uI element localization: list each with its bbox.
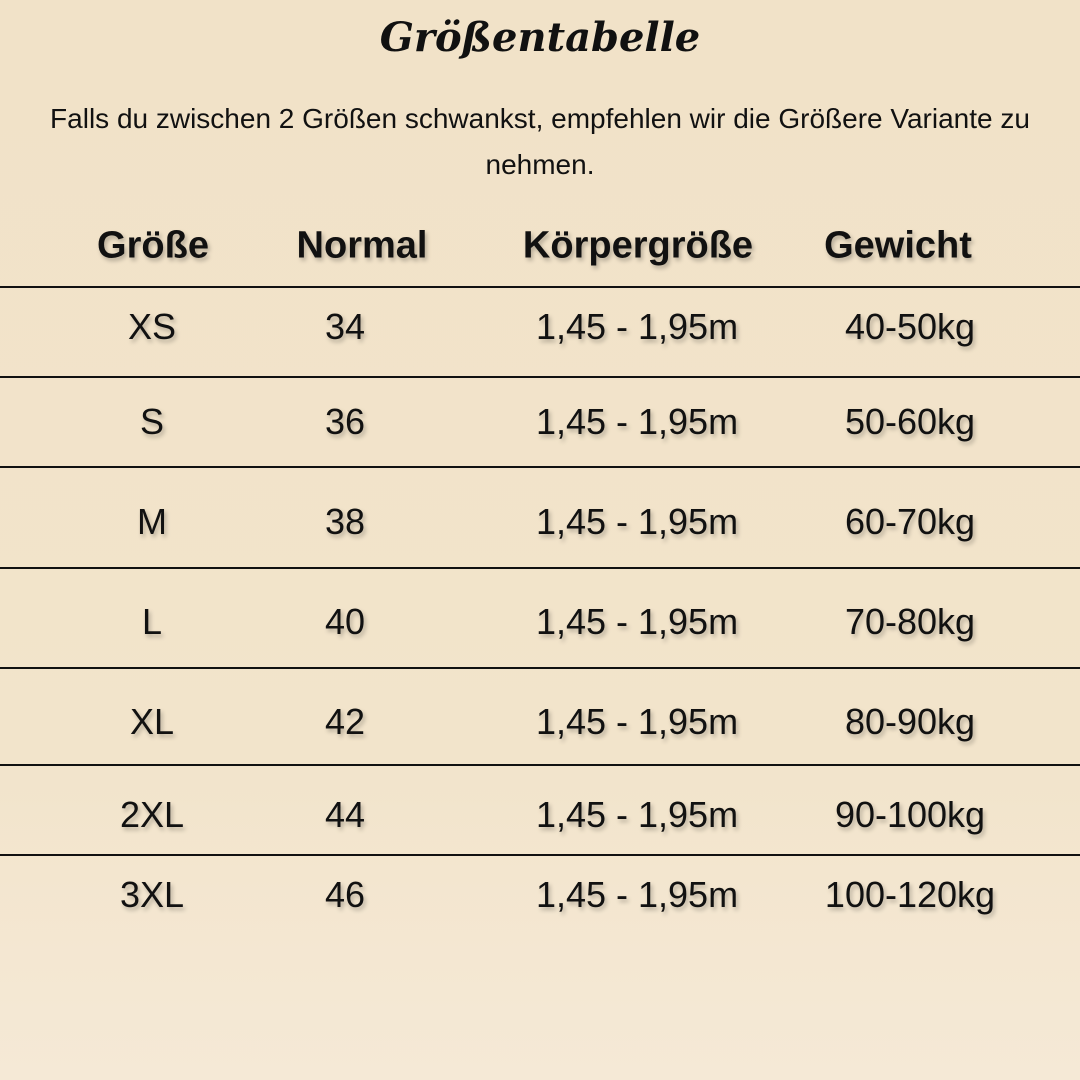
header-weight: Gewicht bbox=[824, 224, 972, 267]
row-divider bbox=[0, 764, 1080, 766]
cell-height: 1,45 - 1,95m bbox=[535, 306, 739, 347]
row-divider bbox=[0, 466, 1080, 468]
cell-weight: 50-60kg bbox=[844, 401, 976, 442]
cell-height: 1,45 - 1,95m bbox=[535, 601, 739, 642]
row-divider bbox=[0, 667, 1080, 669]
page-title: Größentabelle bbox=[379, 14, 701, 61]
cell-size: 2XL bbox=[119, 794, 185, 835]
cell-weight: 80-90kg bbox=[844, 701, 976, 742]
header-height: Körpergröße bbox=[522, 224, 754, 267]
cell-size: 3XL bbox=[119, 874, 185, 915]
cell-normal: 40 bbox=[324, 601, 366, 642]
cell-size: XS bbox=[127, 306, 177, 347]
cell-weight: 40-50kg bbox=[844, 306, 976, 347]
cell-normal: 38 bbox=[324, 501, 366, 542]
cell-normal: 36 bbox=[324, 401, 366, 442]
row-divider bbox=[0, 376, 1080, 378]
cell-height: 1,45 - 1,95m bbox=[535, 501, 739, 542]
cell-normal: 34 bbox=[324, 306, 366, 347]
cell-height: 1,45 - 1,95m bbox=[535, 701, 739, 742]
cell-size: L bbox=[141, 601, 163, 642]
cell-normal: 42 bbox=[324, 701, 366, 742]
cell-size: XL bbox=[129, 701, 175, 742]
cell-weight: 100-120kg bbox=[824, 874, 996, 915]
cell-weight: 90-100kg bbox=[834, 794, 986, 835]
cell-height: 1,45 - 1,95m bbox=[535, 794, 739, 835]
cell-height: 1,45 - 1,95m bbox=[535, 874, 739, 915]
cell-normal: 46 bbox=[324, 874, 366, 915]
cell-size: S bbox=[139, 401, 165, 442]
header-size: Größe bbox=[97, 224, 209, 267]
row-divider bbox=[0, 567, 1080, 569]
cell-weight: 60-70kg bbox=[844, 501, 976, 542]
row-divider bbox=[0, 286, 1080, 288]
cell-weight: 70-80kg bbox=[844, 601, 976, 642]
cell-height: 1,45 - 1,95m bbox=[535, 401, 739, 442]
cell-size: M bbox=[137, 501, 167, 542]
subtitle: Falls du zwischen 2 Größen schwankst, em… bbox=[50, 103, 1030, 180]
cell-normal: 44 bbox=[324, 794, 366, 835]
row-divider bbox=[0, 854, 1080, 856]
header-normal: Normal bbox=[296, 224, 428, 267]
